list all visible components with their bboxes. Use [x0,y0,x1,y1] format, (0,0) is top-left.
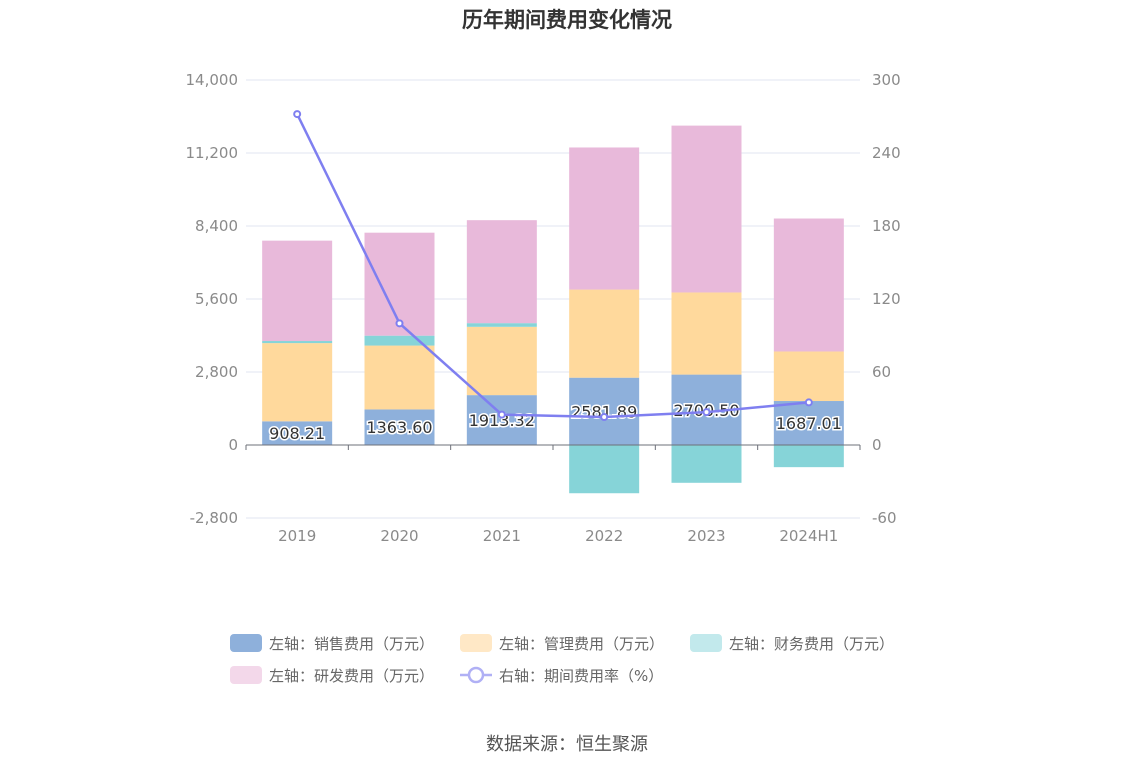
right-axis-tick-label: 180 [872,217,901,235]
bar-data-label: 1363.60 [366,418,432,437]
bar-segment [364,409,435,445]
source-note: 数据来源：恒生聚源 [486,734,648,755]
bar-segment [364,345,435,410]
legend-swatch [230,634,262,652]
rate-point [293,110,302,119]
bar-segment [262,240,333,342]
category-label: 2022 [585,527,623,545]
right-axis-tick-label: 60 [872,363,891,381]
left-axis-tick-label: 5,600 [195,290,238,308]
bar-segment [569,445,640,494]
bar-segment [671,445,742,483]
bar-segment [773,218,844,352]
category-label: 2024H1 [779,527,838,545]
bar-data-label: 1687.01 [776,414,842,433]
legend-swatch [460,634,492,652]
legend-label: 左轴：管理费用（万元） [499,635,664,653]
bar-segment [262,341,333,344]
rate-point [804,398,813,407]
legend-label: 右轴：期间费用率（%） [499,667,663,685]
rate-line [296,113,809,419]
bar-segment [773,445,844,468]
rate-point [702,408,711,417]
category-label: 2019 [278,527,316,545]
category-label: 2023 [687,527,725,545]
bar-segment [569,289,640,378]
category-label: 2020 [380,527,418,545]
category-label: 2021 [483,527,521,545]
bar-segment [364,335,435,346]
left-axis-tick-label: 14,000 [186,71,239,89]
left-axis-tick-label: 2,800 [195,363,238,381]
bar-segment [569,377,640,445]
left-axis-tick-label: -2,800 [190,509,238,527]
bar-segment [671,292,742,375]
left-axis-tick-label: 11,200 [186,144,239,162]
left-axis-tick-label: 8,400 [195,217,238,235]
bar-segment [671,125,742,293]
rate-point [497,410,506,419]
legend-swatch [230,666,262,684]
left-axis-tick-label: 0 [228,436,238,454]
right-axis-tick-label: 0 [872,436,882,454]
bar-segment [773,351,844,402]
legend-line-marker [467,666,485,684]
bar-segment [466,395,537,445]
bar-segment [364,232,435,336]
bar-segment [466,323,537,327]
bar-segment [569,147,640,290]
rate-point [395,319,404,328]
bar-segment [466,326,537,396]
chart-title: 历年期间费用变化情况 [462,8,672,32]
right-axis-tick-label: 300 [872,71,901,89]
bar-data-label: 908.21 [269,424,325,443]
legend-label: 左轴：销售费用（万元） [269,635,434,653]
bar-segment [262,343,333,422]
legend-swatch [690,634,722,652]
rate-point [600,413,609,422]
bar-segment [262,421,333,445]
legend-label: 左轴：财务费用（万元） [729,635,894,653]
bar-segment [466,220,537,324]
legend-label: 左轴：研发费用（万元） [269,667,434,685]
right-axis-tick-label: 120 [872,290,901,308]
right-axis-tick-label: 240 [872,144,901,162]
bar-segment [773,401,844,445]
right-axis-tick-label: -60 [872,509,897,527]
